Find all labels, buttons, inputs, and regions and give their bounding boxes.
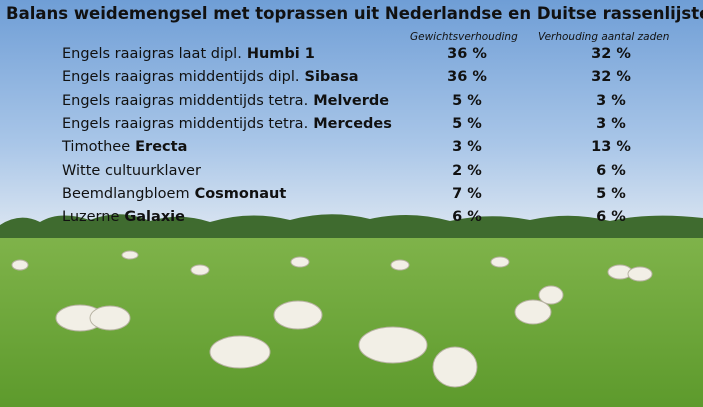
- row-label: Engels raaigras middentijds tetra. Merced…: [62, 116, 392, 138]
- grass-type: Engels raaigras middentijds dipl.: [62, 69, 300, 86]
- grass-type: Engels raaigras laat dipl.: [62, 46, 242, 62]
- grass-type: Luzerne: [62, 209, 120, 226]
- percentage: 5 %: [596, 185, 626, 202]
- grass-type: Timothee: [62, 139, 131, 156]
- variety: Mercedes: [313, 115, 392, 132]
- column-header: Verhouding aantal zaden: [538, 31, 670, 43]
- grass-type: Engels raaigras middentijds tetra.: [62, 92, 309, 109]
- percentage: 6 %: [596, 162, 626, 179]
- variety: Galaxie: [124, 209, 185, 226]
- percentage: 2 %: [452, 162, 482, 179]
- percentage: 5 %: [452, 92, 482, 109]
- variety: Erecta: [135, 139, 188, 156]
- percentage: 32 %: [591, 69, 631, 86]
- row-label: Luzerne Galaxie: [62, 209, 185, 231]
- percentage: 36 %: [447, 69, 487, 86]
- grass-type: Engels raaigras middentijds tetra.: [62, 115, 309, 132]
- row-label: Engels raaigras middentijds tetra. Melver…: [62, 93, 389, 115]
- percentage: 6 %: [596, 209, 626, 226]
- grass-type: Witte cultuurklaver: [62, 162, 201, 179]
- row-label: Witte cultuurklaver: [62, 163, 201, 185]
- percentage: 6 %: [452, 209, 482, 226]
- percentage: 3 %: [596, 92, 626, 109]
- variety: Humbi 1: [246, 46, 315, 62]
- row-label: Engels raaigras middentijds dipl. Sibasa: [62, 69, 359, 91]
- row-label: Beemdlangbloem Cosmonaut: [62, 186, 286, 208]
- variety: Melverde: [313, 92, 390, 109]
- percentage: 32 %: [591, 46, 631, 62]
- grass-type: Beemdlangbloem: [62, 185, 190, 202]
- percentage: 13 %: [591, 139, 631, 156]
- row-label: Engels raaigras laat dipl. Humbi 1: [62, 46, 315, 68]
- percentage: 3 %: [596, 115, 626, 132]
- variety: Sibasa: [304, 69, 359, 86]
- percentage: 3 %: [452, 139, 482, 156]
- variety: Cosmonaut: [194, 185, 287, 202]
- row-label: Timothee Erecta: [62, 139, 187, 161]
- percentage: 7 %: [452, 185, 482, 202]
- title: Balans weidemengsel met toprassen uit Ne…: [6, 4, 703, 23]
- percentage: 36 %: [447, 46, 487, 62]
- percentage: 5 %: [452, 115, 482, 132]
- column-header: Gewichtsverhouding: [410, 31, 518, 43]
